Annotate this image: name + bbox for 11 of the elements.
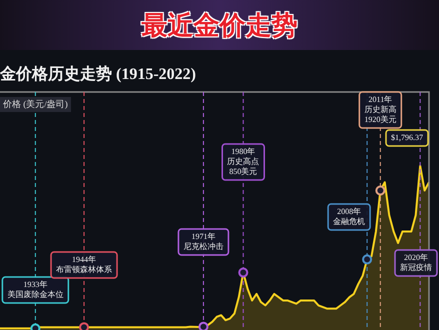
- annotation: 1944年布雷顿森林体系: [56, 255, 112, 274]
- annotation: 2008年金融危机: [333, 207, 366, 226]
- annotation: 2020年新冠疫情: [400, 253, 432, 272]
- chart-subtitle: 金价格历史走势 (1915-2022): [0, 64, 196, 85]
- text: 价格 (美元/盎司): [0, 97, 71, 112]
- annotation: 1933年美国废除金本位: [7, 280, 64, 300]
- text: 2011年历史新高1920美元: [364, 95, 396, 124]
- text: $1,796.37: [391, 133, 423, 142]
- chart-title: 最近金价走势: [140, 10, 298, 43]
- annotation: 1980年历史高点850美元: [227, 147, 260, 176]
- annotation: 1971年尼克松冲击: [183, 232, 224, 252]
